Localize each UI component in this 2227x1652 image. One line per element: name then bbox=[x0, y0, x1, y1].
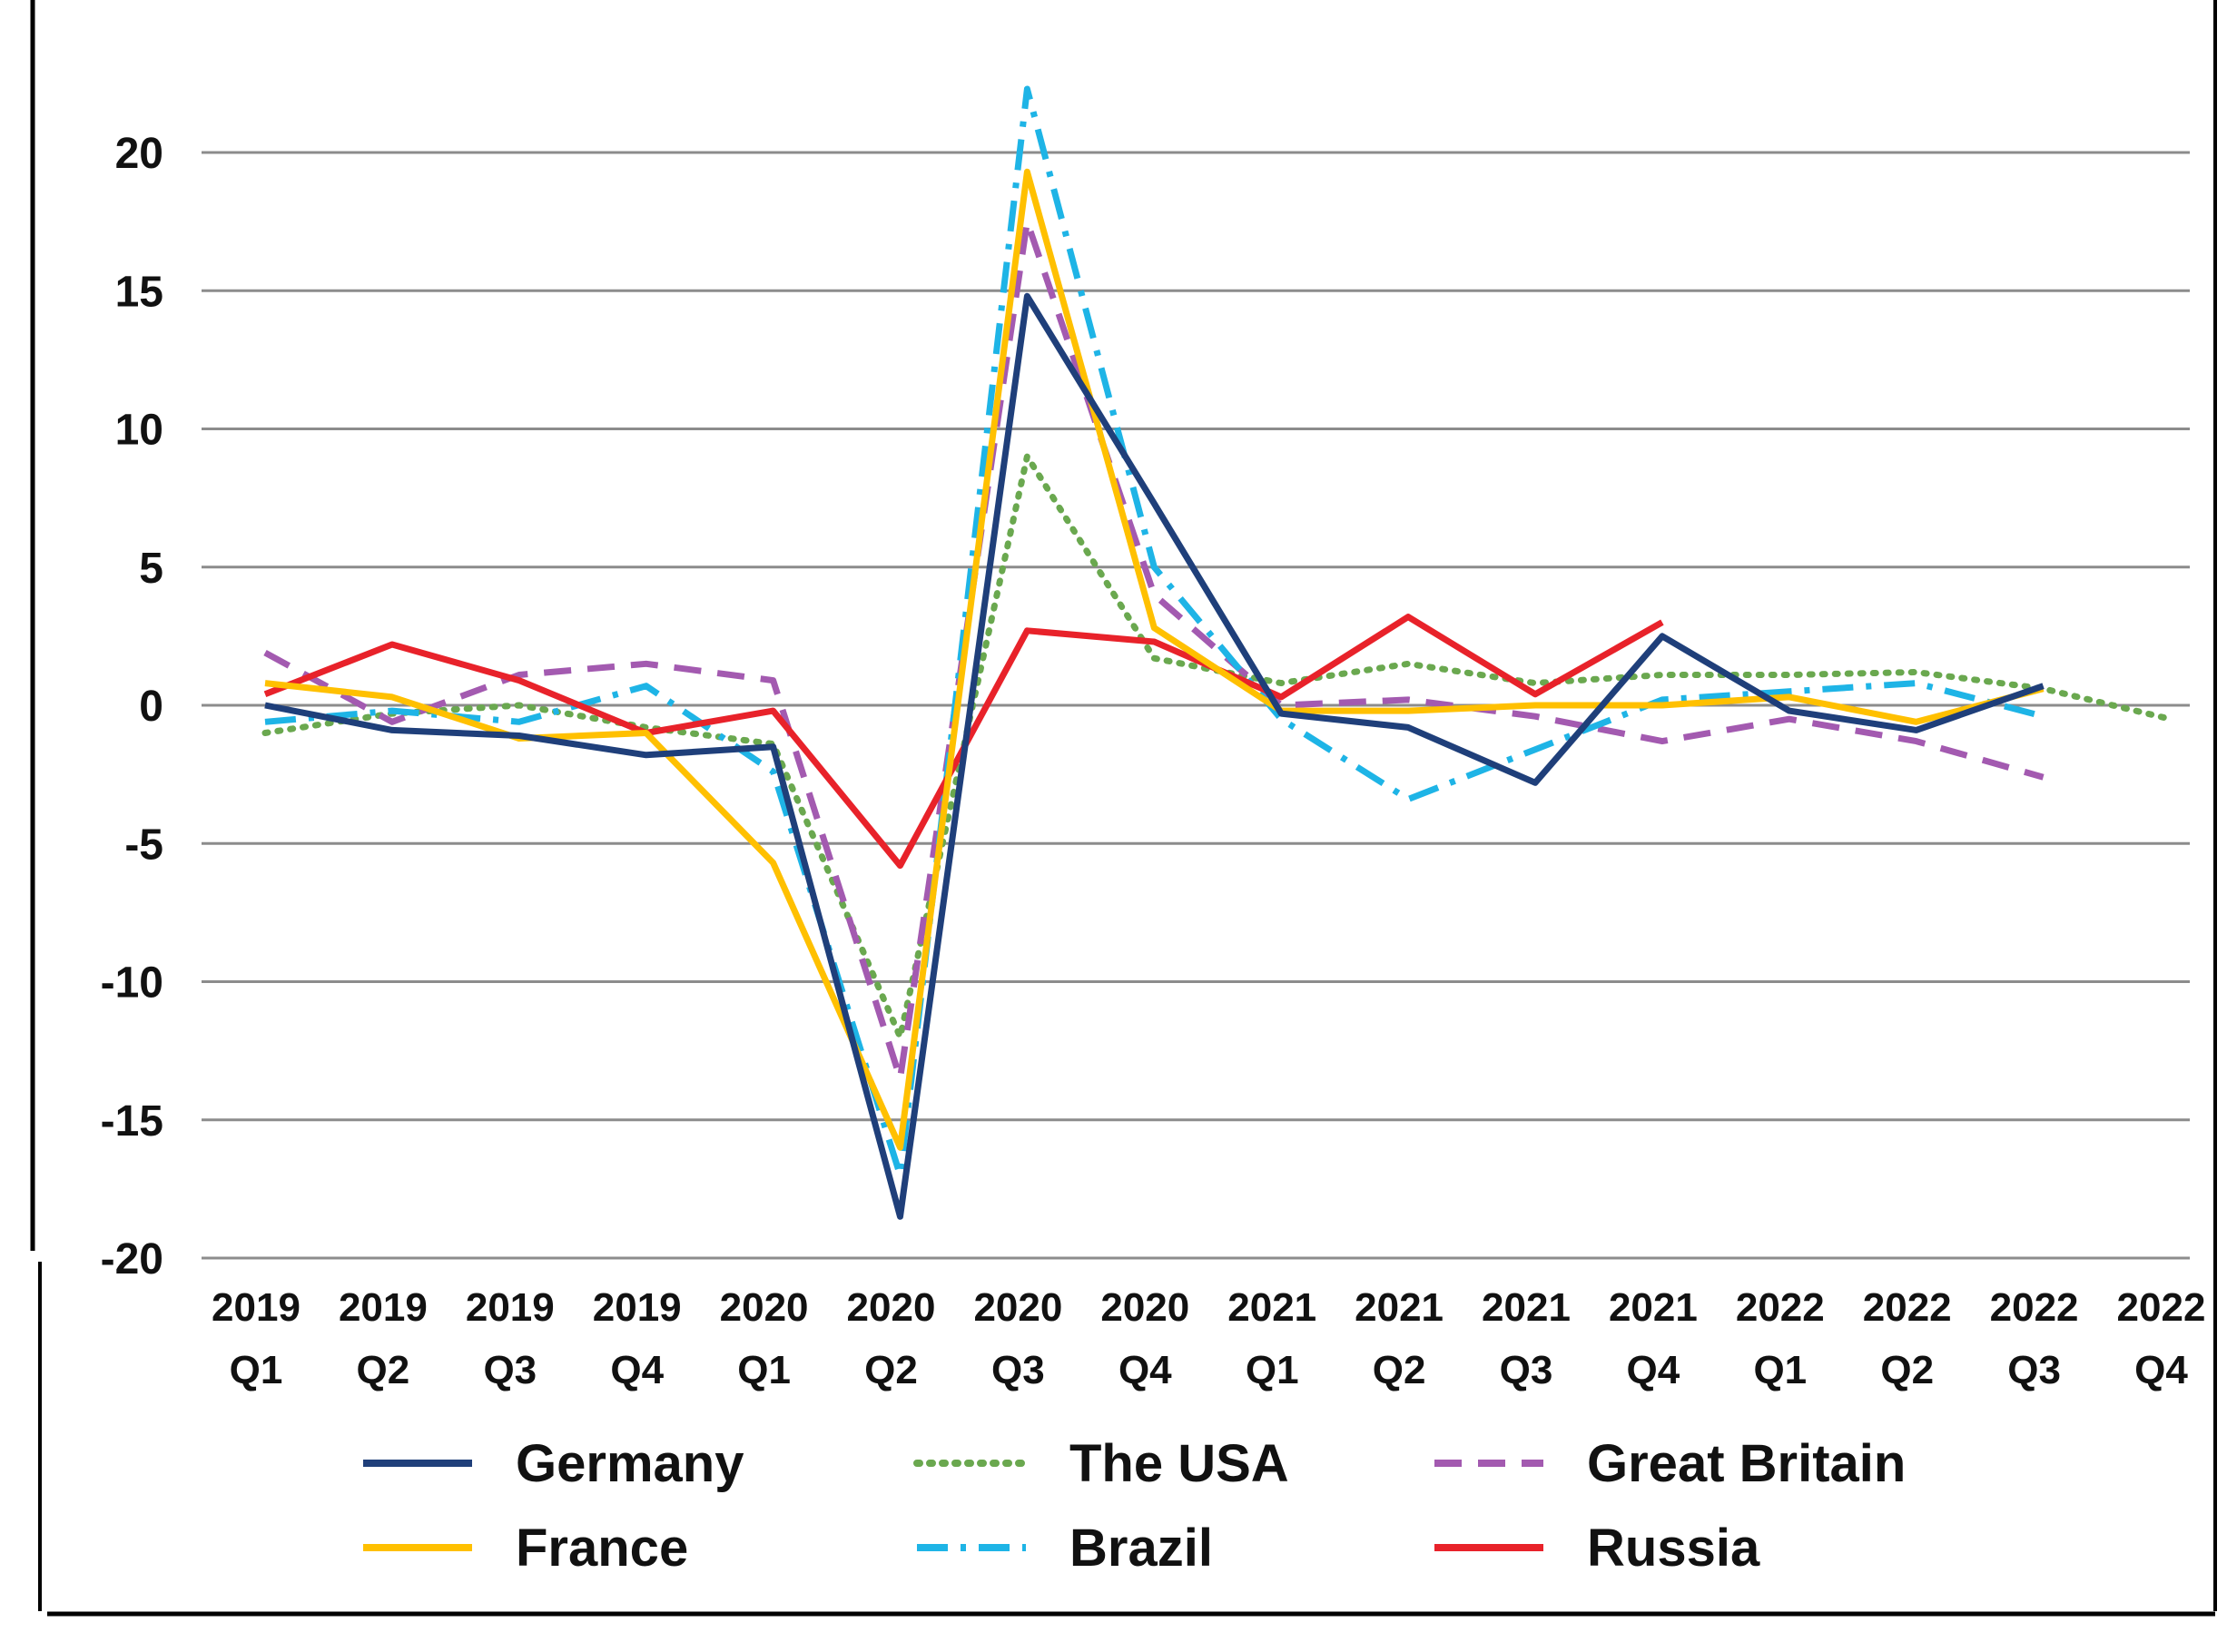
x-tick-label-year: 2020 bbox=[973, 1285, 1062, 1330]
x-tick-label-year: 2022 bbox=[2117, 1285, 2206, 1330]
legend-label: Russia bbox=[1587, 1519, 1760, 1578]
x-tick-label-quarter: Q1 bbox=[1753, 1348, 1807, 1392]
gridlines bbox=[202, 151, 2190, 1260]
y-axis-ticks: 20 15 10 5 0 -5 -10 -15 -20 bbox=[101, 130, 163, 1283]
x-tick-label-year: 2021 bbox=[1355, 1285, 1444, 1330]
y-tick-label: -15 bbox=[101, 1097, 163, 1146]
series-line-france bbox=[264, 168, 2045, 1151]
x-tick-label-quarter: Q1 bbox=[737, 1348, 791, 1392]
legend-label: France bbox=[516, 1519, 688, 1578]
x-tick-label-year: 2021 bbox=[1227, 1285, 1316, 1330]
x-tick-label-year: 2020 bbox=[847, 1285, 936, 1330]
x-tick-label-quarter: Q1 bbox=[230, 1348, 283, 1392]
x-tick-label-quarter: Q2 bbox=[1880, 1348, 1934, 1392]
x-tick-label-year: 2019 bbox=[339, 1285, 428, 1330]
x-tick-label-quarter: Q2 bbox=[1373, 1348, 1426, 1392]
legend-label: The USA bbox=[1069, 1434, 1289, 1493]
x-tick-label-year: 2021 bbox=[1609, 1285, 1698, 1330]
x-tick-label-quarter: Q3 bbox=[483, 1348, 537, 1392]
legend: Germany The USA Great Britain France Brazil R… bbox=[363, 1434, 1906, 1578]
x-axis-ticks: 2019 Q1 2019 Q2 2019 Q3 2019 Q4 2020 Q1 2020 Q2 2020… bbox=[212, 1285, 2205, 1392]
series-line-the-usa bbox=[261, 453, 2173, 1040]
x-tick-label-quarter: Q4 bbox=[2134, 1348, 2188, 1392]
x-tick-label-quarter: Q4 bbox=[1627, 1348, 1680, 1392]
x-tick-label-year: 2019 bbox=[212, 1285, 301, 1330]
legend-label: Brazil bbox=[1069, 1519, 1213, 1578]
x-tick-label-year: 2022 bbox=[1863, 1285, 1952, 1330]
x-tick-label-year: 2019 bbox=[466, 1285, 555, 1330]
x-tick-label-quarter: Q3 bbox=[2007, 1348, 2061, 1392]
x-tick-label-quarter: Q4 bbox=[610, 1348, 664, 1392]
x-tick-label-year: 2022 bbox=[1736, 1285, 1825, 1330]
x-tick-label-year: 2020 bbox=[720, 1285, 809, 1330]
x-tick-label-year: 2022 bbox=[1990, 1285, 2079, 1330]
x-tick-label-year: 2021 bbox=[1482, 1285, 1571, 1330]
y-tick-label: -10 bbox=[101, 959, 163, 1008]
series-line-great-britain bbox=[263, 218, 2045, 1082]
x-tick-label-year: 2019 bbox=[593, 1285, 682, 1330]
legend-label: Great Britain bbox=[1587, 1434, 1906, 1493]
series-lines bbox=[261, 85, 2173, 1220]
x-tick-label-quarter: Q2 bbox=[357, 1348, 410, 1392]
y-tick-label: 0 bbox=[139, 683, 163, 731]
x-tick-label-quarter: Q3 bbox=[991, 1348, 1045, 1392]
y-tick-label: 15 bbox=[115, 268, 163, 316]
chart-frame bbox=[30, 0, 2217, 1617]
x-tick-label-year: 2020 bbox=[1100, 1285, 1189, 1330]
y-tick-label: 5 bbox=[139, 545, 163, 593]
legend-label: Germany bbox=[516, 1434, 744, 1493]
x-tick-label-quarter: Q4 bbox=[1118, 1348, 1172, 1392]
series-line-germany bbox=[264, 292, 2045, 1220]
x-tick-label-quarter: Q1 bbox=[1246, 1348, 1299, 1392]
series-line-brazil bbox=[264, 85, 2045, 1179]
y-tick-label: -5 bbox=[124, 821, 163, 869]
y-tick-label: -20 bbox=[101, 1235, 163, 1283]
x-tick-label-quarter: Q3 bbox=[1500, 1348, 1553, 1392]
y-tick-label: 20 bbox=[115, 130, 163, 178]
x-tick-label-quarter: Q2 bbox=[864, 1348, 918, 1392]
y-tick-label: 10 bbox=[115, 407, 163, 455]
